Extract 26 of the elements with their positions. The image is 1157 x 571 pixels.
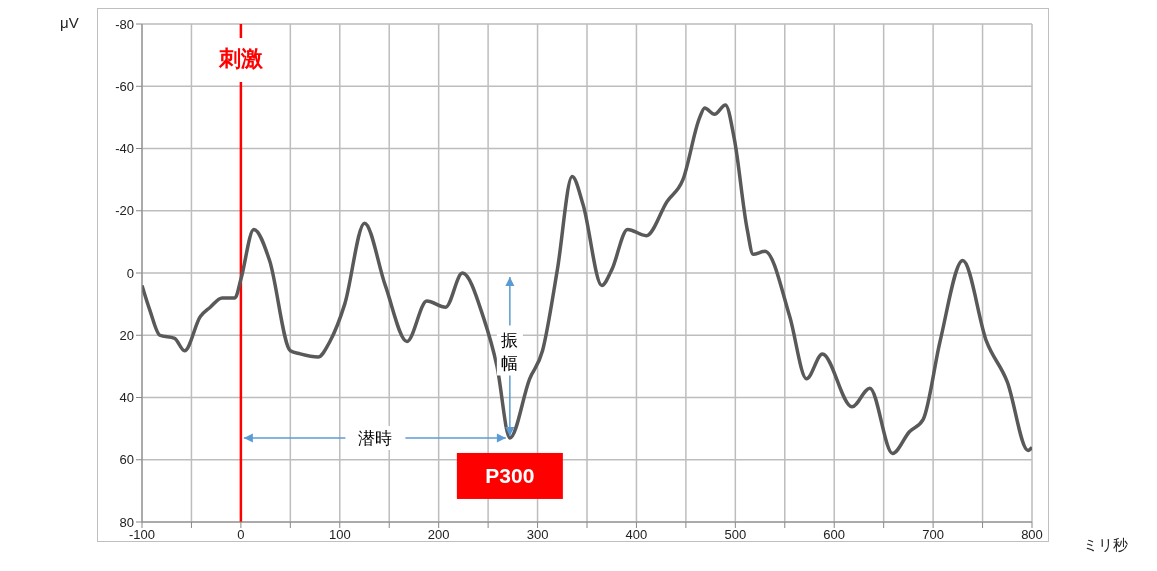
x-tick-label: 700 xyxy=(922,527,944,543)
y-tick-label: -60 xyxy=(115,78,134,94)
y-tick-label: 60 xyxy=(119,452,134,468)
ref-line-label: 刺激 xyxy=(217,46,264,71)
annotation: 振幅 xyxy=(501,331,519,374)
line-series xyxy=(142,103,1032,456)
x-axis-title: ミリ秒 xyxy=(1083,536,1128,553)
x-tick-label: 800 xyxy=(1021,527,1043,543)
x-tick-label: 0 xyxy=(237,527,245,543)
x-tick-label: 300 xyxy=(526,527,549,543)
y-tick-label: 20 xyxy=(119,327,134,343)
y-tick-label: -20 xyxy=(115,203,134,219)
annotation: P300 xyxy=(485,463,535,487)
x-tick-label: 500 xyxy=(724,527,747,543)
y-axis-title: μV xyxy=(60,14,79,31)
y-tick-label: -40 xyxy=(115,141,134,157)
x-tick-label: 200 xyxy=(427,527,450,543)
y-tick-label: -80 xyxy=(115,16,134,32)
y-tick-label: 80 xyxy=(119,514,134,530)
x-tick-label: 600 xyxy=(823,527,846,543)
y-tick-label: 0 xyxy=(126,265,134,281)
x-tick-label: -100 xyxy=(128,527,156,543)
y-tick-label: 40 xyxy=(119,390,134,406)
x-tick-label: 100 xyxy=(328,527,351,543)
x-tick-label: 400 xyxy=(625,527,648,543)
annotation: 潜時 xyxy=(358,428,393,448)
